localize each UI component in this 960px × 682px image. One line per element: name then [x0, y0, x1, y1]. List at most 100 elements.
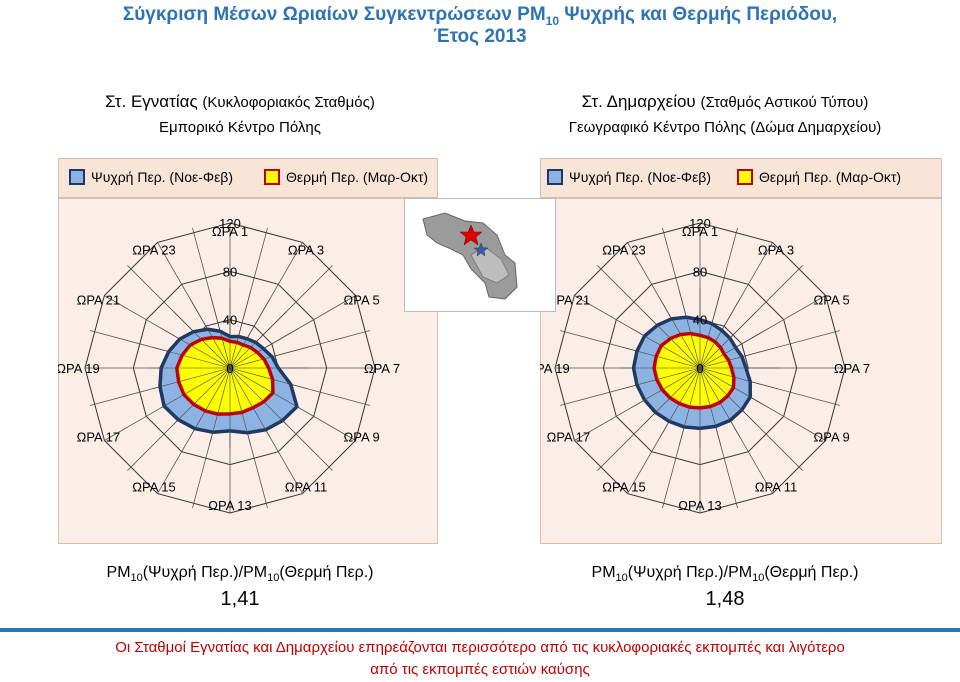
spoke-overlay	[189, 298, 231, 369]
spoke-overlay	[229, 367, 287, 425]
title-subscript: 10	[545, 13, 560, 28]
map-district	[470, 246, 510, 284]
spoke-overlay	[699, 367, 721, 446]
spoke-overlay	[229, 367, 271, 438]
legend-swatch-cold	[547, 169, 563, 185]
radial-tick-label: 40	[693, 313, 707, 328]
legend-label-warm: Θερμή Περ. (Μαρ-Οκτ)	[286, 169, 429, 185]
station-right-type: (Σταθμός Αστικού Τύπου)	[700, 94, 869, 111]
radial-tick-label: 40	[223, 313, 237, 328]
radial-tick-label: 0	[696, 361, 703, 376]
category-label: ΩΡΑ 15	[132, 479, 175, 494]
ratio-value-right: 1,48	[705, 588, 745, 610]
legend-label-cold: Ψυχρή Περ. (Νοε-Φεβ)	[569, 169, 712, 185]
category-label: ΩΡΑ 19	[540, 361, 570, 376]
legend-item-warm: Θερμή Περ. (Μαρ-Οκτ)	[264, 169, 428, 185]
spoke-overlay	[209, 367, 231, 446]
legend-swatch-cold	[69, 169, 85, 185]
spoke-overlay	[699, 327, 770, 369]
spoke-overlay	[173, 311, 231, 369]
category-label: ΩΡΑ 5	[344, 293, 380, 308]
red-star-marker	[459, 224, 483, 246]
category-label: ΩΡΑ 15	[602, 479, 645, 494]
spoke-overlay	[173, 367, 231, 425]
spoke-overlay	[229, 367, 308, 389]
spoke-overlay	[699, 290, 721, 369]
spoke-overlay	[152, 347, 231, 369]
spoke-overlay	[152, 367, 231, 389]
legend-swatch-warm	[264, 169, 280, 185]
legend-right: Ψυχρή Περ. (Νοε-Φεβ) Θερμή Περ. (Μαρ-Οκτ…	[540, 158, 942, 198]
station-left-type: (Κυκλοφοριακός Σταθμός)	[202, 94, 375, 111]
category-label: ΩΡΑ 11	[755, 479, 798, 494]
category-label: ΩΡΑ 3	[288, 243, 324, 258]
category-label: ΩΡΑ 19	[58, 361, 100, 376]
spoke-overlay	[699, 347, 778, 369]
spoke-overlay	[699, 367, 741, 438]
spoke-overlay	[643, 367, 701, 425]
spoke-overlay	[679, 367, 701, 446]
radial-tick-label: 120	[219, 216, 241, 231]
spoke-overlay	[659, 367, 701, 438]
station-right-name: Στ. Δημαρχείου (Σταθμός Αστικού Τύπου)	[510, 92, 940, 112]
spoke-overlay	[630, 367, 701, 409]
spoke-overlay	[229, 367, 300, 409]
category-label: ΩΡΑ 13	[678, 498, 721, 513]
radial-tick-label: 80	[693, 264, 707, 279]
category-label: ΩΡΑ 3	[758, 243, 794, 258]
footer-note: Οι Σταθμοί Εγνατίας και Δημαρχείου επηρε…	[0, 637, 960, 681]
spoke-overlay	[699, 311, 757, 369]
page-title-year: Έτος 2013	[433, 26, 527, 47]
category-label: ΩΡΑ 9	[814, 429, 850, 444]
title-part-b: Ψυχρής και Θερμής Περιόδου,	[559, 4, 838, 25]
legend-label-warm: Θερμή Περ. (Μαρ-Οκτ)	[759, 169, 902, 185]
spoke-overlay	[630, 327, 701, 369]
spoke-overlay	[622, 347, 701, 369]
category-label: ΩΡΑ 1	[212, 224, 248, 239]
category-label: ΩΡΑ 1	[682, 224, 718, 239]
category-label: ΩΡΑ 21	[547, 293, 590, 308]
station-left-location: Εμπορικό Κέντρο Πόλης	[159, 119, 321, 136]
legend-item-cold: Ψυχρή Περ. (Νοε-Φεβ)	[69, 169, 233, 185]
legend-item-cold: Ψυχρή Περ. (Νοε-Φεβ)	[547, 169, 711, 185]
category-label: ΩΡΑ 17	[77, 429, 120, 444]
spoke-overlay	[659, 298, 701, 369]
spoke-overlay	[160, 327, 231, 369]
footer-divider	[0, 628, 960, 632]
ratio-label-left: PM10(Ψυχρή Περ.)/PM10(Θερμή Περ.)	[106, 564, 374, 585]
spoke-overlay	[160, 367, 231, 409]
station-left-name: Στ. Εγνατίας (Κυκλοφοριακός Σταθμός)	[40, 92, 440, 112]
spoke-overlay	[643, 311, 701, 369]
city-map-thumbnail	[404, 198, 556, 312]
ratio-label-right: PM10(Ψυχρή Περ.)/PM10(Θερμή Περ.)	[591, 564, 859, 585]
blue-star-marker	[473, 242, 489, 257]
legend-swatch-warm	[737, 169, 753, 185]
page-title: Σύγκριση Μέσων Ωριαίων Συγκεντρώσεων PM1…	[0, 4, 960, 28]
category-label: ΩΡΑ 7	[364, 361, 400, 376]
legend-label-cold: Ψυχρή Περ. (Νοε-Φεβ)	[91, 169, 234, 185]
map-icon	[422, 212, 518, 300]
category-label: ΩΡΑ 5	[814, 293, 850, 308]
map-region	[422, 212, 518, 300]
station-right-location: Γεωγραφικό Κέντρο Πόλης (Δώμα Δημαρχείου…	[568, 119, 882, 136]
spoke-overlay	[229, 311, 287, 369]
station-left-title: Στ. Εγνατίας	[105, 92, 198, 111]
category-label: ΩΡΑ 21	[77, 293, 120, 308]
spoke-overlay	[229, 327, 300, 369]
footer-line-2: από τις εκπομπές εστιών καύσης	[370, 661, 590, 678]
spoke-overlay	[209, 290, 231, 369]
spoke-overlay	[699, 367, 778, 389]
category-label: ΩΡΑ 11	[285, 479, 328, 494]
title-part-a: Σύγκριση Μέσων Ωριαίων Συγκεντρώσεων PM	[122, 4, 546, 25]
category-label: ΩΡΑ 9	[344, 429, 380, 444]
legend-left: Ψυχρή Περ. (Νοε-Φεβ) Θερμή Περ. (Μαρ-Οκτ…	[58, 158, 438, 198]
spoke-overlay	[229, 347, 308, 369]
spoke-overlay	[699, 298, 741, 369]
spoke-overlay	[229, 290, 251, 369]
category-label: ΩΡΑ 23	[132, 243, 175, 258]
category-label: ΩΡΑ 17	[547, 429, 590, 444]
radial-tick-label: 80	[223, 264, 237, 279]
category-label: ΩΡΑ 23	[602, 243, 645, 258]
